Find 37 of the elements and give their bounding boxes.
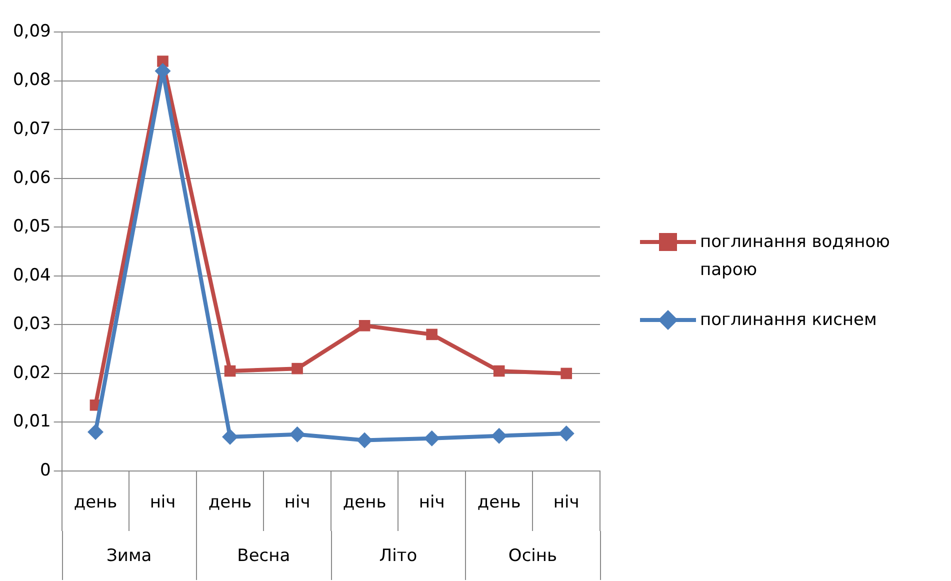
text: Осінь: [508, 546, 558, 566]
point: [491, 428, 508, 444]
x-tick-label: день: [342, 492, 386, 512]
point: [424, 430, 440, 446]
point: [87, 424, 104, 440]
point: [558, 425, 574, 442]
point: [356, 432, 373, 448]
y-tick-label: 0,08: [12, 70, 51, 90]
text: Зима: [106, 546, 152, 566]
y-tick-label: 0,02: [12, 362, 51, 383]
y-tick-label: 0,01: [12, 412, 51, 432]
point: [292, 362, 303, 374]
point: [426, 328, 438, 340]
y-tick-label: 0,09: [12, 21, 51, 42]
point: [224, 365, 236, 377]
legend-label: поглинання водяною парою: [700, 231, 891, 282]
x-tick-label: ніч: [418, 492, 445, 512]
text: Весна: [237, 546, 290, 566]
legend-label: поглинання киснем: [700, 309, 877, 332]
x-tick-label: день: [477, 492, 521, 512]
y-tick-label: 0,07: [12, 118, 51, 139]
y-tick-label: 0: [40, 460, 51, 480]
y-tick-label: 0,04: [12, 265, 51, 286]
point: [222, 428, 238, 445]
x-tick-label: день: [208, 492, 252, 512]
y-tick-label: 0,06: [12, 168, 51, 188]
x-tick-label: ніч: [553, 492, 580, 512]
y-tick-label: 0,03: [12, 314, 51, 334]
point: [560, 368, 572, 380]
x-tick-label: ніч: [284, 492, 310, 512]
x-tick-label: ніч: [150, 492, 176, 512]
y-tick-label: 0,05: [12, 216, 51, 237]
text: Літо: [379, 546, 418, 566]
x-tick-label: день: [74, 492, 118, 512]
point: [289, 426, 306, 442]
point: [358, 320, 370, 332]
point: [493, 365, 505, 377]
